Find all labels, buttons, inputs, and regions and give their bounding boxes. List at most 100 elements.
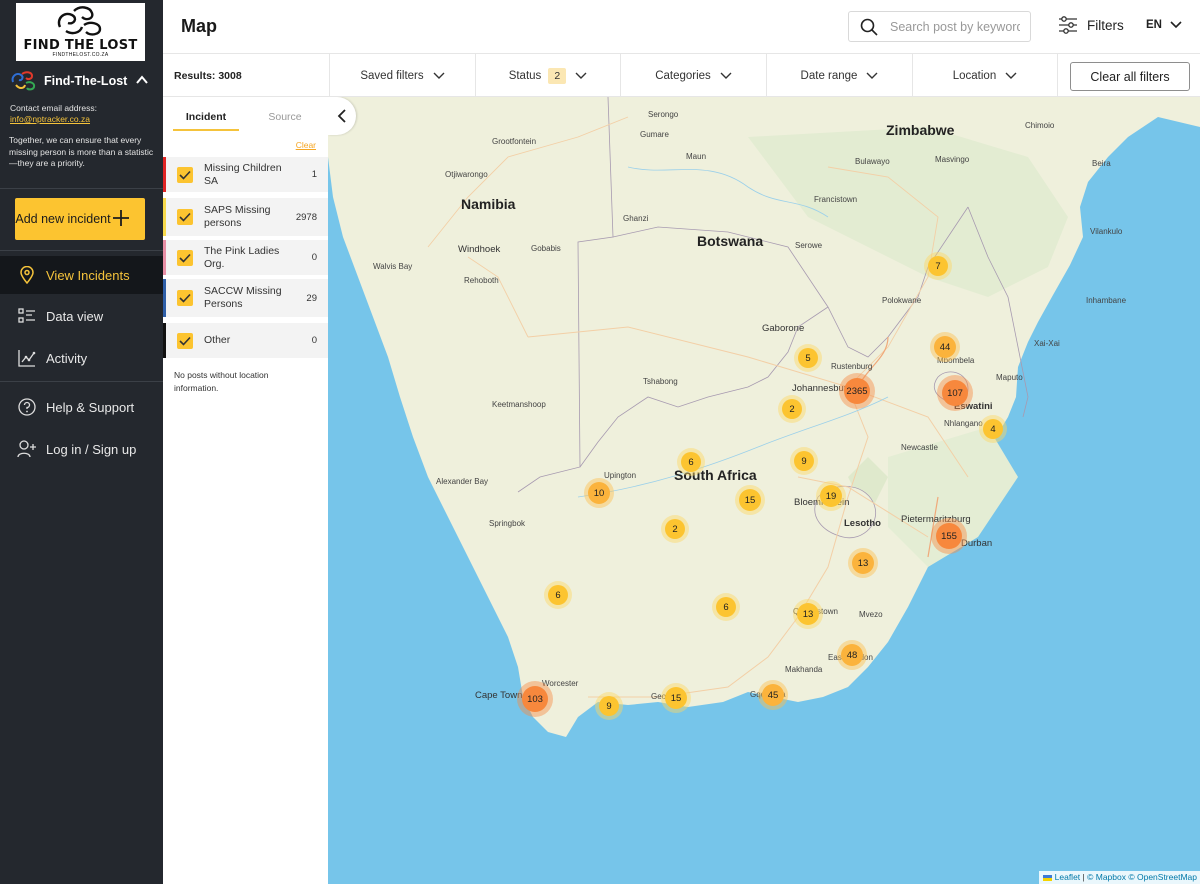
nav-help-support[interactable]: Help & Support [0,388,163,426]
chevron-up-icon[interactable] [135,73,149,87]
map-cluster-marker[interactable]: 2 [661,515,689,543]
map-label-place: Upington [604,471,637,480]
map-cluster-marker[interactable]: 6 [712,593,740,621]
map-cluster-marker[interactable]: 9 [790,447,818,475]
checkbox-checked-icon[interactable] [177,332,193,349]
saved-filters-dropdown[interactable]: Saved filters [329,54,475,97]
tab-source[interactable]: Source [268,111,302,123]
map-view[interactable]: Zimbabwe Namibia Botswana South Africa L… [328,97,1200,884]
search-input[interactable] [890,19,1020,34]
sidebar-divider [0,188,163,189]
checkbox-checked-icon[interactable] [177,290,193,306]
map-tiles [328,97,1200,884]
map-cluster-marker[interactable]: 13 [793,599,823,629]
language-selector[interactable]: EN [1146,19,1182,31]
map-label-namibia: Namibia [461,196,516,212]
nav-login-signup[interactable]: Log in / Sign up [0,430,163,468]
map-label-place: Serongo [648,110,679,119]
nav-data-view-label: Data view [46,308,104,324]
map-cluster-marker[interactable]: 19 [816,481,846,511]
map-label-lesotho: Lesotho [844,518,881,529]
checkbox-checked-icon[interactable] [177,166,193,183]
cluster-count: 2 [672,523,678,535]
map-cluster-marker[interactable]: 6 [677,448,705,476]
checkbox-checked-icon[interactable] [177,209,193,225]
location-dropdown[interactable]: Location [912,54,1057,97]
deployment-switcher[interactable]: Find-The-Lost [10,70,155,92]
search-icon [860,18,878,36]
source-filter-panel: Incident Source Clear Missing Children S… [163,97,328,884]
source-row-pink-ladies[interactable]: The Pink Ladies Org. 0 [163,240,328,275]
map-label-place: Serowe [795,241,823,250]
mapbox-link[interactable]: © Mapbox [1087,872,1126,882]
cluster-count: 2365 [846,385,868,397]
map-cluster-marker[interactable]: 155 [931,518,967,554]
deployment-logo-icon [11,71,36,91]
checkbox-checked-icon[interactable] [177,249,193,266]
add-incident-label: Add new incident [15,211,111,226]
filters-button[interactable]: Filters [1058,16,1124,34]
status-dropdown[interactable]: Status 2 [475,54,620,97]
map-cluster-marker[interactable]: 45 [758,680,788,710]
logo[interactable]: FIND THE LOST FINDTHELOST.CO.ZA [16,3,145,61]
map-cluster-marker[interactable]: 44 [930,332,960,362]
source-row-saccw[interactable]: SACCW Missing Persons 29 [163,279,328,317]
add-incident-button[interactable]: Add new incident [15,198,145,240]
map-cluster-marker[interactable]: 103 [517,681,553,717]
nav-data-view[interactable]: Data view [0,297,163,335]
map-cluster-marker[interactable]: 15 [735,485,765,515]
leaflet-link[interactable]: Leaflet [1054,872,1081,882]
map-cluster-marker[interactable]: 13 [848,548,878,578]
map-label-place: Rehoboth [464,276,499,285]
cluster-count: 7 [935,260,941,272]
source-row-saps[interactable]: SAPS Missing persons 2978 [163,198,328,236]
map-cluster-marker[interactable]: 48 [837,640,867,670]
map-cluster-marker[interactable]: 4 [979,415,1007,443]
cluster-count: 10 [593,487,605,499]
clear-sources-link[interactable]: Clear [295,140,316,150]
map-label-place: Rustenburg [831,362,873,371]
date-range-dropdown[interactable]: Date range [766,54,912,97]
categories-dropdown[interactable]: Categories [620,54,766,97]
tab-incident[interactable]: Incident [173,111,239,131]
sliders-icon [1059,16,1077,34]
map-cluster-marker[interactable]: 107 [937,375,973,411]
map-cluster-marker[interactable]: 2 [778,395,806,423]
cluster-count: 44 [939,341,951,353]
map-label-place: Grootfontein [492,137,537,146]
map-cluster-marker[interactable]: 10 [584,478,614,508]
map-label-zimbabwe: Zimbabwe [886,122,955,138]
source-count: 2978 [295,211,317,223]
map-label-place: Newcastle [901,443,938,452]
cluster-count: 6 [723,601,729,613]
map-label-place: Nhlangano [944,419,983,428]
filters-label: Filters [1087,17,1124,33]
map-label-place: Tshabong [643,377,678,386]
map-label-place: Ghanzi [623,214,649,223]
map-label-place: Maun [686,152,707,161]
map-cluster-marker[interactable]: 5 [794,344,822,372]
nav-activity[interactable]: Activity [0,339,163,377]
map-label-place: Vilankulo [1090,227,1123,236]
map-attribution: Leaflet | © Mapbox © OpenStreetMap [1039,871,1200,884]
nav-view-incidents[interactable]: View Incidents [0,256,163,294]
source-count: 29 [306,292,317,304]
clear-all-filters-button[interactable]: Clear all filters [1070,62,1190,91]
contact-email-link[interactable]: info@nptracker.co.za [10,114,90,124]
map-cluster-marker[interactable]: 7 [924,252,952,280]
map-label-place: Cape Town [475,690,523,701]
cluster-count: 107 [947,387,963,399]
logo-title: FIND THE LOST [23,38,138,53]
source-row-other[interactable]: Other 0 [163,323,328,358]
map-cluster-marker[interactable]: 2365 [839,373,875,409]
search-box[interactable] [848,11,1031,42]
map-cluster-marker[interactable]: 15 [661,683,691,713]
panel-tabs: Incident Source [173,111,318,131]
osm-link[interactable]: © OpenStreetMap [1128,872,1197,882]
source-row-missing-children[interactable]: Missing Children SA 1 [163,157,328,192]
source-name: Other [204,334,231,346]
map-cluster-marker[interactable]: 9 [595,692,623,720]
map-pin-icon [17,265,37,285]
map-cluster-marker[interactable]: 6 [544,581,572,609]
cluster-count: 9 [801,455,807,467]
